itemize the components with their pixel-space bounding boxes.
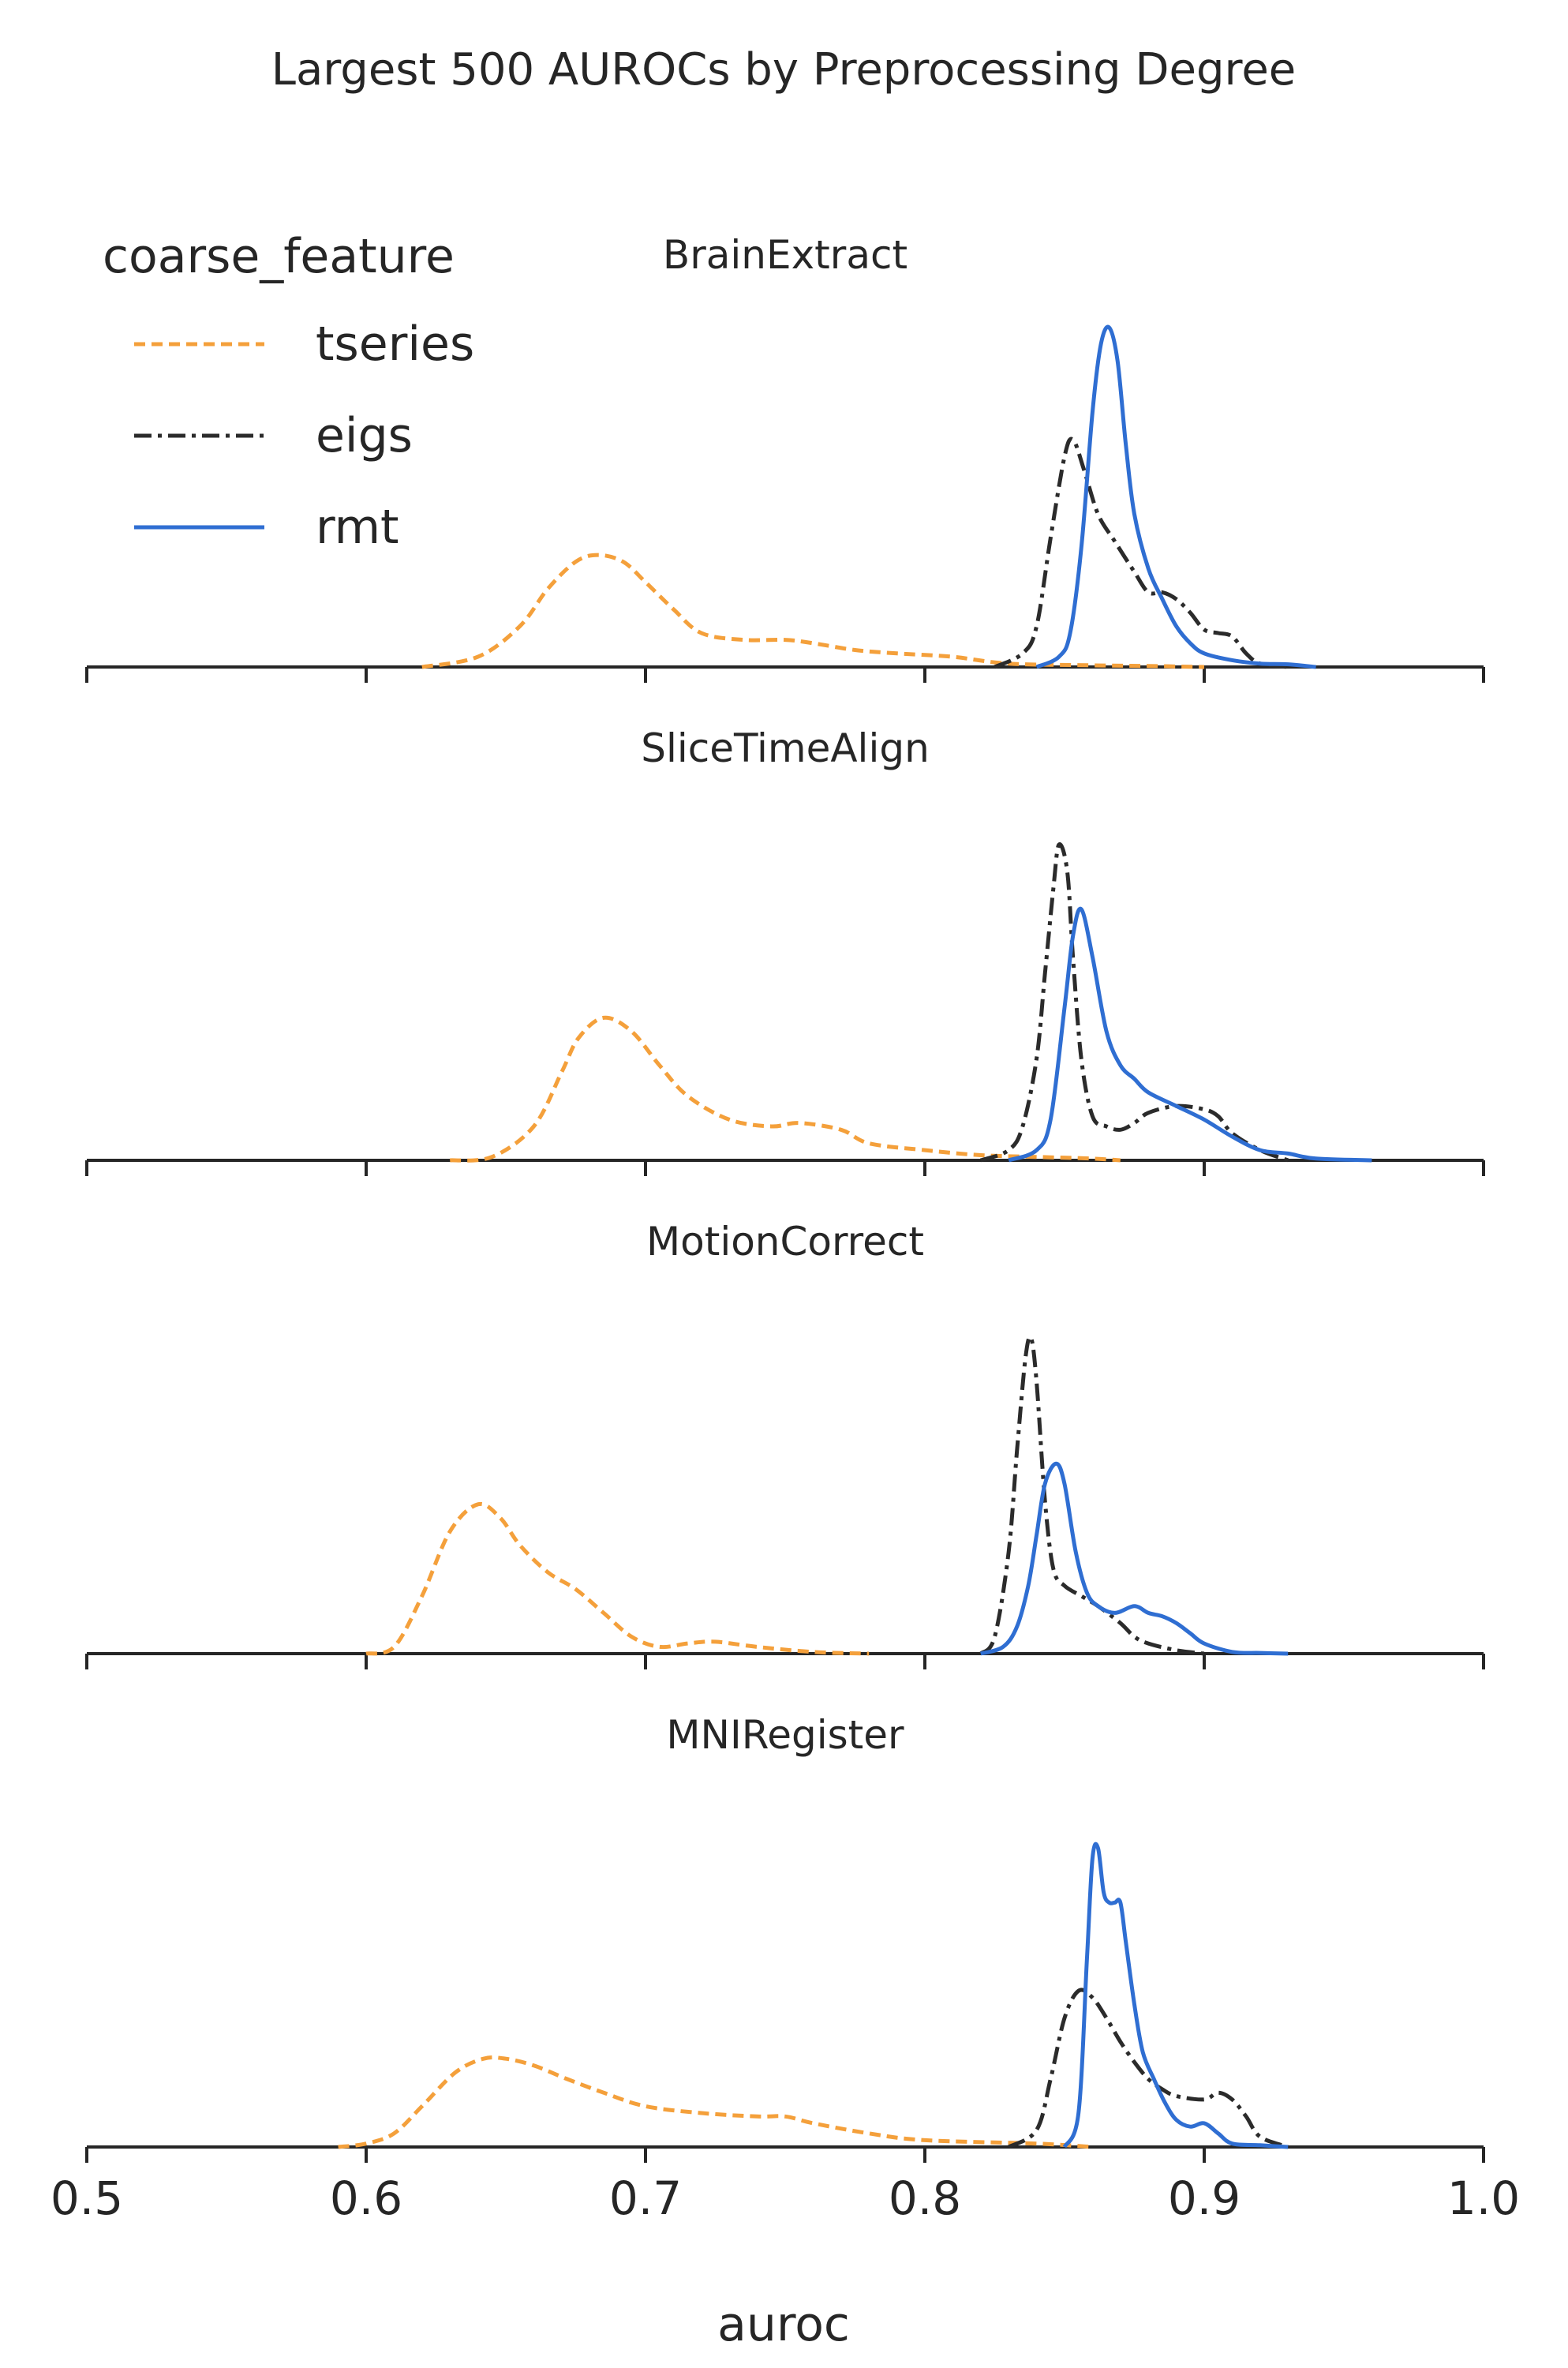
- series-rmt-line: [1035, 324, 1316, 669]
- panel-title: BrainExtract: [663, 232, 907, 278]
- x-tick-label: 0.5: [51, 2171, 123, 2225]
- x-tick-label: 0.8: [889, 2171, 961, 2225]
- x-tick-label: 0.6: [330, 2171, 402, 2225]
- legend-label: eigs: [316, 408, 413, 463]
- legend-label: tseries: [316, 317, 474, 372]
- x-tick-label: 0.7: [609, 2171, 682, 2225]
- series-tseries-line: [450, 1015, 1121, 1163]
- series-tseries-line: [421, 553, 1205, 669]
- panel-motioncorrect: MotionCorrect: [85, 1219, 1485, 1669]
- panel-title: MotionCorrect: [646, 1219, 924, 1265]
- panel-title: SliceTimeAlign: [641, 725, 930, 771]
- panel-mniregister: MNIRegister 0.5 0.6 0.7 0.8 0.9 1.0: [51, 1712, 1520, 2225]
- x-tick-label: 1.0: [1447, 2171, 1520, 2225]
- panel-slicetimealign: SliceTimeAlign: [85, 725, 1485, 1176]
- panels: BrainExtract SliceTimeAlign MotionCorrect M…: [51, 232, 1520, 2225]
- x-axis-label: auroc: [717, 2297, 850, 2352]
- legend: coarse_feature tseries eigs rmt: [103, 229, 474, 555]
- legend-item-eigs: eigs: [134, 408, 413, 463]
- legend-item-rmt: rmt: [134, 500, 399, 555]
- legend-items: tseries eigs rmt: [134, 317, 474, 555]
- panel-brainextract: BrainExtract: [85, 232, 1485, 683]
- series-tseries-line: [338, 2055, 1093, 2149]
- legend-label: rmt: [316, 500, 399, 555]
- series-eigs-line: [979, 842, 1289, 1163]
- series-rmt-line: [1062, 1842, 1289, 2149]
- series-eigs-line: [1007, 1988, 1289, 2149]
- panel-title: MNIRegister: [666, 1712, 904, 1758]
- legend-item-tseries: tseries: [134, 317, 474, 372]
- series-eigs-line: [994, 437, 1289, 669]
- figure-title: Largest 500 AUROCs by Preprocessing Degr…: [271, 44, 1296, 96]
- series-rmt-line: [980, 1461, 1289, 1656]
- series-tseries-line: [365, 1501, 870, 1656]
- x-tick-label: 0.9: [1168, 2171, 1241, 2225]
- legend-title: coarse_feature: [103, 229, 455, 284]
- series-rmt-line: [1008, 906, 1372, 1163]
- series-eigs-line: [979, 1335, 1205, 1656]
